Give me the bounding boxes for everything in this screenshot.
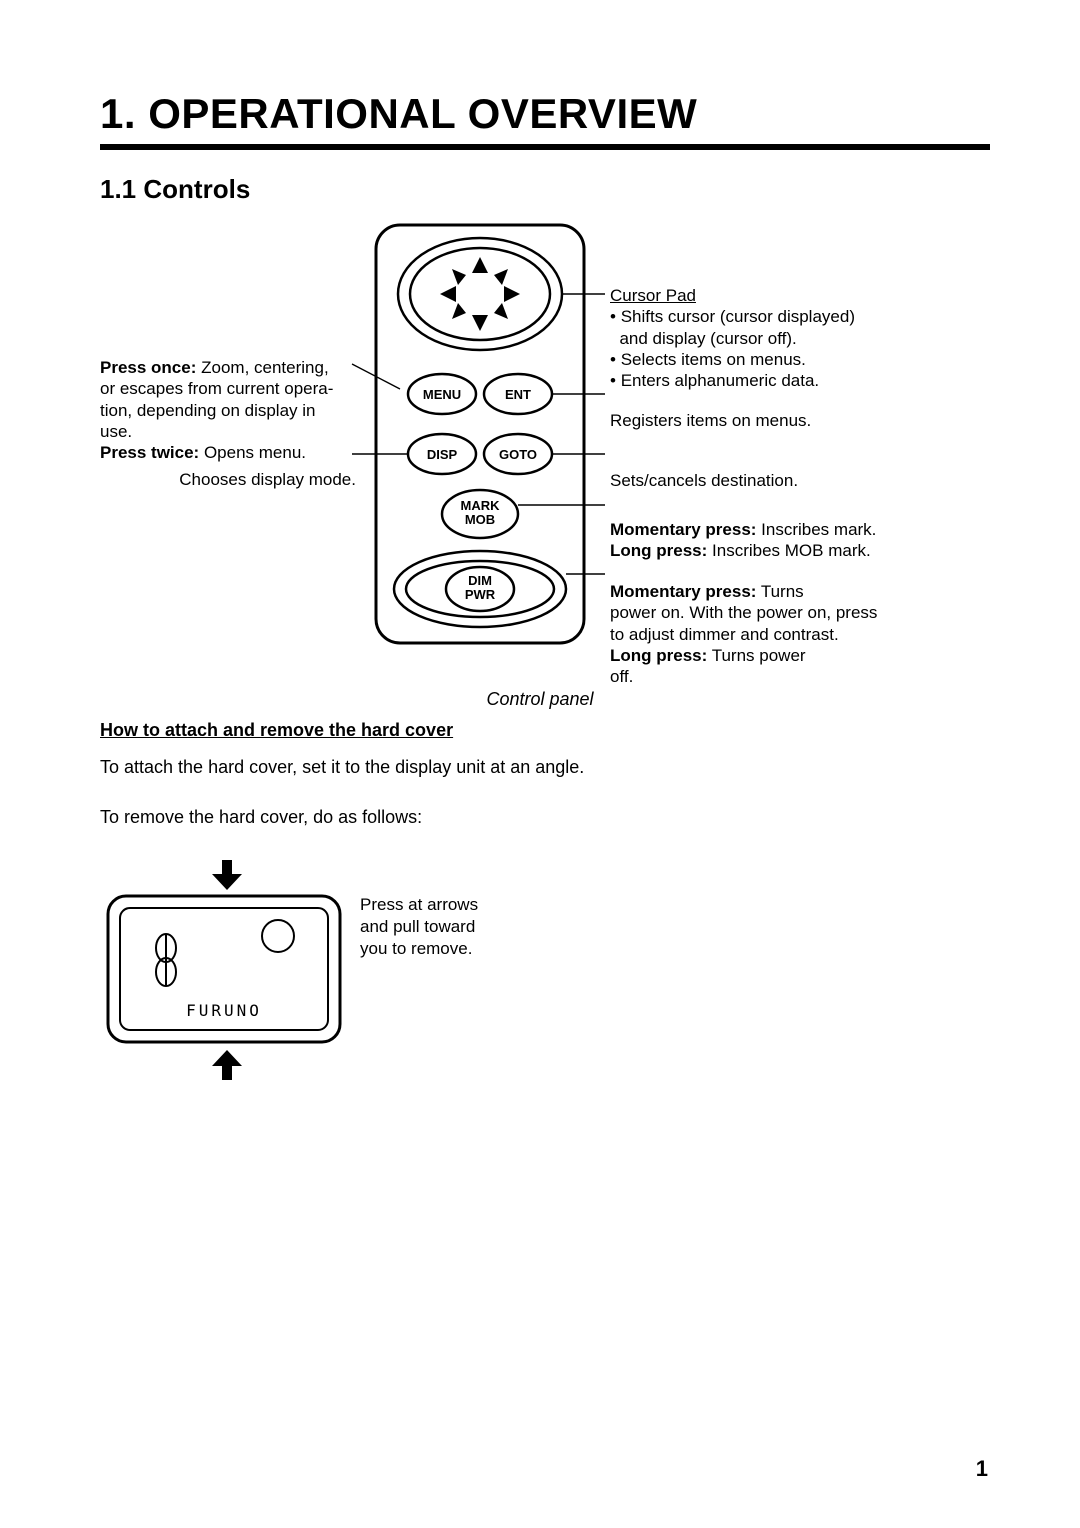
section-text: Controls — [143, 174, 250, 204]
section-title: 1.1 Controls — [100, 174, 990, 205]
chapter-number: 1. — [100, 90, 136, 137]
body-text-2: To remove the hard cover, do as follows: — [100, 805, 990, 829]
callout-ent: Registers items on menus. — [610, 410, 811, 431]
section-number: 1.1 — [100, 174, 136, 204]
hard-cover-diagram: FURUNO Press at arrows and pull toward y… — [100, 856, 990, 1086]
chapter-title: 1. OPERATIONAL OVERVIEW — [100, 90, 990, 138]
horizontal-rule — [100, 144, 990, 150]
hard-cover-caption: Press at arrows and pull toward you to r… — [360, 894, 478, 960]
cursor-pad-title: Cursor Pad — [610, 286, 696, 305]
callout-goto: Sets/cancels destination. — [610, 470, 798, 491]
page-number: 1 — [976, 1456, 988, 1482]
callout-disp: Chooses display mode. — [146, 469, 356, 490]
figure-caption: Control panel — [300, 689, 780, 710]
callout-cursor-pad: Cursor Pad • Shifts cursor (cursor displ… — [610, 285, 920, 391]
callout-pwr: Momentary press: Turns power on. With th… — [610, 581, 930, 687]
hard-cover-svg: FURUNO — [100, 856, 350, 1086]
chapter-text: OPERATIONAL OVERVIEW — [148, 90, 697, 137]
callout-mark: Momentary press: Inscribes mark. Long pr… — [610, 519, 930, 562]
page: 1. OPERATIONAL OVERVIEW 1.1 Controls — [0, 0, 1080, 1528]
subsection-heading: How to attach and remove the hard cover — [100, 720, 990, 741]
callout-menu: Press once: Zoom, centering, or escapes … — [100, 357, 360, 463]
callout-menu-press-once: Press once: — [100, 358, 196, 377]
control-panel-diagram: MENU ENT DISP GOTO MARK MOB DIM PWR — [100, 219, 990, 679]
body-text-1: To attach the hard cover, set it to the … — [100, 755, 990, 779]
brand-text: FURUNO — [186, 1001, 262, 1020]
callout-menu-press-twice: Press twice: — [100, 443, 199, 462]
